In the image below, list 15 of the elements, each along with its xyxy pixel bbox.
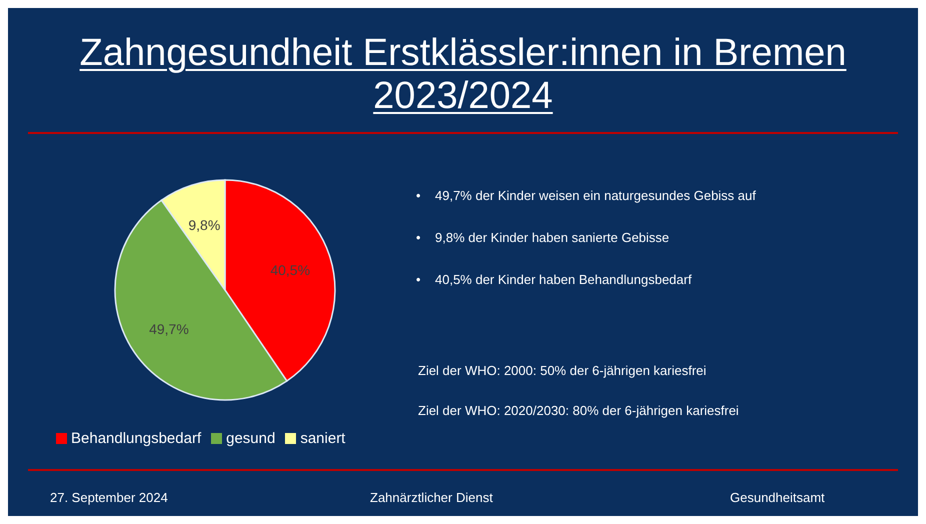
text: Ziel der WHO: 2000: 50% der 6-jährigen kariesfrei xyxy=(418,363,706,378)
legend-label: gesund xyxy=(226,430,276,447)
data-label: 49,7% xyxy=(149,320,189,337)
text: • 9,8% der Kinder haben sanierte Gebisse xyxy=(416,230,670,245)
text: Gesundheitsamt xyxy=(730,490,825,505)
text: • 49,7% der Kinder weisen ein naturgesundes Gebiss auf xyxy=(416,188,756,203)
data-label: 40,5% xyxy=(270,262,310,278)
text: Zahngesundheit Erstklässler:innen in Bremen 2023/2024 xyxy=(78,32,848,118)
text: 27. September 2024 xyxy=(50,490,168,505)
text: • 40,5% der Kinder haben Behandlungsbedarf xyxy=(416,272,692,287)
text: Zahnärztlicher Dienst xyxy=(370,490,493,505)
text: Ziel der WHO: 2020/2030: 80% der 6-jährigen kariesfrei xyxy=(418,403,739,418)
data-label: 9,8% xyxy=(188,217,220,234)
legend-label: Behandlungsbedarf xyxy=(71,430,202,447)
legend-label: saniert xyxy=(300,430,346,447)
